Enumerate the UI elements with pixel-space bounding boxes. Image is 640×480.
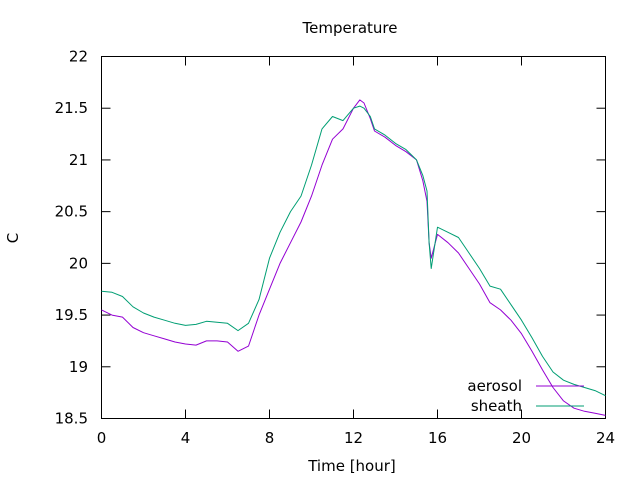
legend-label-aerosol: aerosol — [467, 377, 522, 395]
x-tick-label: 0 — [97, 429, 107, 447]
x-tick-label: 12 — [344, 429, 363, 447]
y-axis: 18.5 19 19.5 20 20.5 21 21.5 22 — [55, 48, 606, 428]
y-tick-label: 20 — [69, 254, 88, 272]
legend-label-sheath: sheath — [471, 397, 522, 415]
y-tick-label: 19.5 — [55, 306, 88, 324]
chart-title: Temperature — [301, 19, 397, 37]
x-axis: 0 4 8 12 16 20 24 — [97, 56, 615, 447]
y-tick-label: 20.5 — [55, 203, 88, 221]
x-tick-label: 16 — [428, 429, 447, 447]
x-tick-label: 24 — [596, 429, 615, 447]
series-line-sheath — [101, 105, 606, 397]
y-tick-label: 21 — [69, 151, 88, 169]
x-axis-title: Time [hour] — [307, 457, 396, 475]
y-tick-label: 19 — [69, 358, 88, 376]
y-axis-title: C — [4, 233, 22, 243]
x-tick-label: 20 — [512, 429, 531, 447]
series-layer — [101, 99, 606, 416]
y-tick-label: 21.5 — [55, 99, 88, 117]
series-line-aerosol — [101, 99, 606, 416]
x-tick-label: 4 — [181, 429, 191, 447]
y-tick-label: 22 — [69, 48, 88, 66]
plot-frame — [101, 56, 606, 419]
legend: aerosol sheath — [467, 377, 584, 415]
y-tick-label: 18.5 — [55, 410, 88, 428]
x-tick-label: 8 — [265, 429, 275, 447]
